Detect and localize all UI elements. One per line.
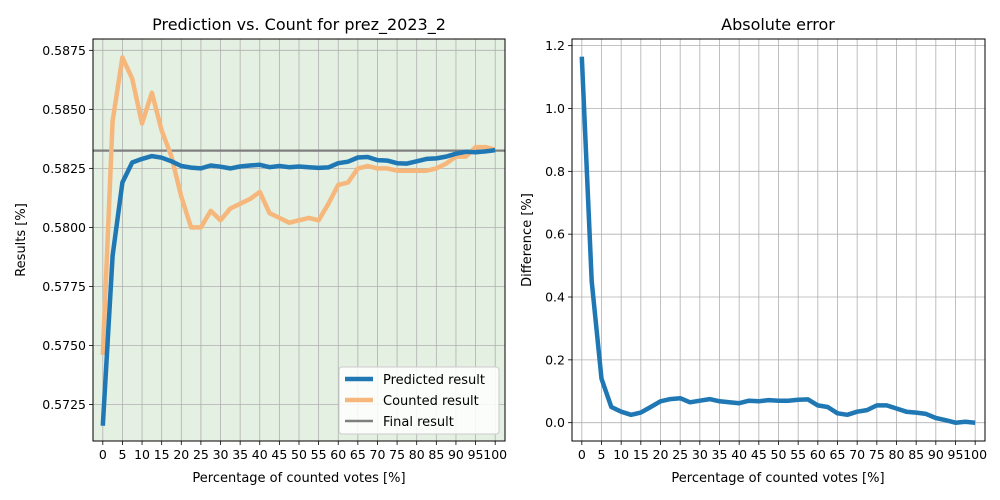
x-tick-label: 35	[232, 447, 248, 462]
x-tick-label: 30	[692, 447, 708, 462]
x-tick-label: 20	[173, 447, 189, 462]
y-tick-label: 0.5850	[42, 102, 86, 117]
x-tick-label: 25	[672, 447, 688, 462]
x-tick-label: 15	[154, 447, 170, 462]
x-tick-label: 80	[889, 447, 905, 462]
predicted-result-line	[100, 147, 496, 426]
x-tick-label: 45	[271, 447, 287, 462]
right-chart: Absolute error 0 5 10 15 20 25 30 35 40 45 50 55 60 6…	[520, 15, 987, 486]
left-x-axis-label: Percentage of counted votes [%]	[192, 471, 405, 486]
x-tick-label: 40	[252, 447, 268, 462]
x-tick-label: 85	[908, 447, 924, 462]
x-tick-label: 95	[948, 447, 964, 462]
right-x-axis-label: Percentage of counted votes [%]	[671, 471, 884, 486]
x-tick-label: 100	[963, 447, 987, 462]
x-tick-label: 40	[731, 447, 747, 462]
y-tick-label: 0.4	[545, 290, 565, 305]
y-tick-label: 0.8	[545, 164, 565, 179]
y-tick-label: 0.5775	[42, 279, 86, 294]
x-tick-label: 5	[598, 447, 606, 462]
legend-label-final: Final result	[383, 415, 454, 430]
x-tick-label: 75	[389, 447, 405, 462]
x-tick-label: 75	[869, 447, 885, 462]
legend-label-counted: Counted result	[383, 394, 479, 409]
y-tick-label: 1.0	[545, 101, 565, 116]
x-tick-label: 10	[613, 447, 629, 462]
x-tick-label: 25	[193, 447, 209, 462]
x-tick-label: 80	[409, 447, 425, 462]
y-tick-label: 0.5875	[42, 43, 86, 58]
counted-result-line	[100, 55, 496, 355]
x-tick-label: 90	[928, 447, 944, 462]
x-tick-label: 50	[291, 447, 307, 462]
x-tick-label: 70	[849, 447, 865, 462]
y-tick-label: 0.5800	[42, 220, 86, 235]
x-tick-label: 0	[578, 447, 586, 462]
left-chart-title: Prediction vs. Count for prez_2023_2	[152, 15, 446, 35]
y-tick-label: 0.5725	[42, 397, 86, 412]
x-tick-label: 20	[653, 447, 669, 462]
x-tick-label: 55	[311, 447, 327, 462]
y-tick-label: 0.5825	[42, 161, 86, 176]
x-tick-label: 50	[771, 447, 787, 462]
x-tick-label: 5	[118, 447, 126, 462]
x-tick-label: 30	[213, 447, 229, 462]
x-tick-label: 100	[483, 447, 507, 462]
x-tick-label: 10	[134, 447, 150, 462]
y-tick-label: 1.2	[545, 38, 565, 53]
x-tick-label: 60	[810, 447, 826, 462]
x-tick-label: 60	[330, 447, 346, 462]
x-tick-label: 35	[712, 447, 728, 462]
y-tick-label: 0.6	[545, 227, 565, 242]
x-tick-label: 55	[790, 447, 806, 462]
y-tick-label: 0.2	[545, 352, 565, 367]
x-tick-label: 70	[370, 447, 386, 462]
legend-label-predicted: Predicted result	[383, 373, 485, 388]
x-tick-label: 65	[830, 447, 846, 462]
x-tick-label: 95	[468, 447, 484, 462]
error-line	[579, 56, 976, 425]
y-tick-label: 0.0	[545, 415, 565, 430]
left-y-axis-label: Results [%]	[14, 203, 29, 277]
legend-box	[338, 366, 500, 435]
x-tick-label: 90	[448, 447, 464, 462]
x-tick-label: 65	[350, 447, 366, 462]
x-tick-label: 45	[751, 447, 767, 462]
legend: Predicted result Counted result Final re…	[338, 366, 500, 435]
right-chart-title: Absolute error	[721, 15, 835, 34]
x-tick-label: 85	[428, 447, 444, 462]
y-tick-label: 0.5750	[42, 338, 86, 353]
x-tick-label: 0	[99, 447, 107, 462]
x-tick-label: 15	[633, 447, 649, 462]
right-y-axis-label: Difference [%]	[520, 193, 535, 287]
